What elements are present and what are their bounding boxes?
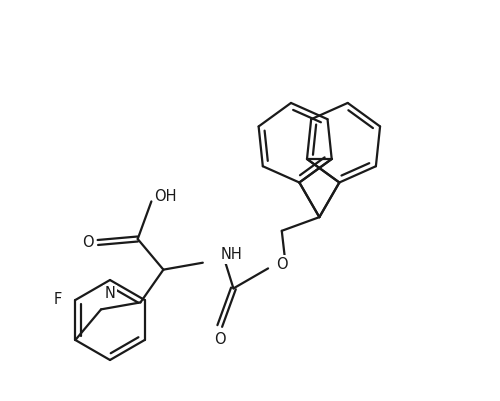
Text: NH: NH [221,247,242,262]
Text: O: O [82,235,94,250]
Text: N: N [104,286,116,302]
Text: F: F [53,292,62,308]
Text: OH: OH [154,189,176,204]
Text: O: O [276,257,288,272]
Text: O: O [214,332,226,348]
